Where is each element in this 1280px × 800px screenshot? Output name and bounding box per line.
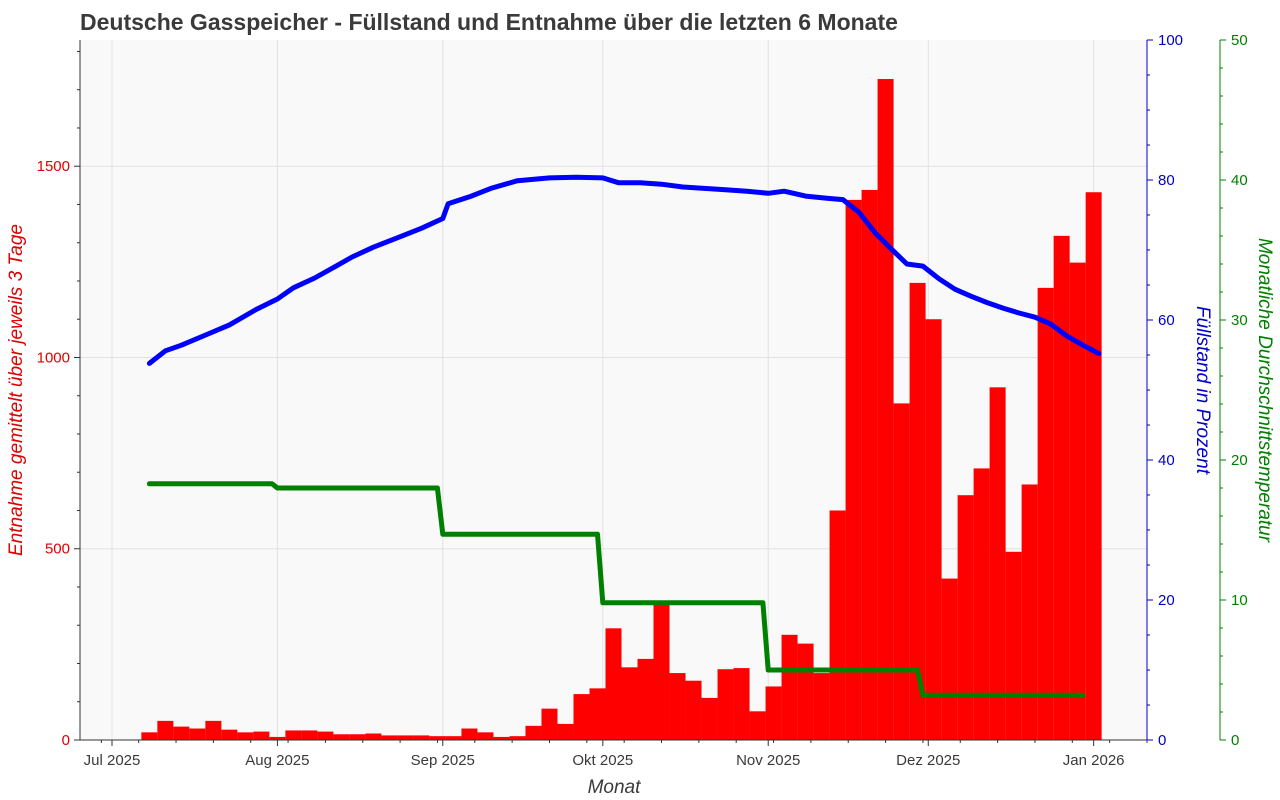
entnahme-bar (749, 711, 766, 740)
entnahme-bar (381, 735, 398, 740)
entnahme-bar (1069, 262, 1086, 740)
x-tick-label: Jan 2026 (1063, 752, 1125, 769)
entnahme-bar (285, 730, 302, 740)
entnahme-bar (957, 495, 974, 740)
entnahme-bar (605, 628, 622, 740)
entnahme-bar (157, 720, 174, 740)
temperatur-line (146, 481, 1086, 698)
left-tick-label: 500 (45, 541, 70, 558)
temperature-axis-label: Monatliche Durchschnittstemperatur (1254, 238, 1275, 543)
entnahme-bar (621, 667, 638, 740)
entnahme-bar (365, 733, 382, 740)
x-tick-label: Aug 2025 (245, 752, 309, 769)
left-axis-label: Entnahme gemittelt über jeweils 3 Tage (6, 224, 27, 556)
x-tick-label: Okt 2025 (572, 752, 633, 769)
entnahme-bar (989, 387, 1006, 740)
entnahme-bar (653, 601, 670, 740)
entnahme-bar (701, 697, 718, 740)
entnahme-bar (141, 732, 158, 740)
left-tick-label: 1500 (37, 158, 70, 175)
entnahme-bar (861, 189, 878, 740)
entnahme-bar (317, 731, 334, 740)
entnahme-bar (845, 199, 862, 740)
left-tick-label: 1000 (37, 349, 70, 366)
entnahme-bar (829, 510, 846, 740)
fill-axis-label: Füllstand in Prozent (1192, 306, 1213, 475)
entnahme-bar (237, 732, 254, 740)
entnahme-bar (717, 669, 734, 740)
entnahme-bar (557, 723, 574, 740)
entnahme-bar (429, 736, 446, 740)
fill-tick-label: 100 (1158, 32, 1183, 49)
entnahme-bar (221, 729, 238, 740)
entnahme-bar (909, 282, 926, 740)
fill-tick-label: 80 (1158, 172, 1175, 189)
entnahme-bar (925, 319, 942, 740)
x-axis-label: Monat (588, 777, 642, 798)
entnahme-bar (637, 658, 654, 740)
temperature-tick-label: 40 (1231, 172, 1248, 189)
temperature-tick-label: 10 (1231, 592, 1248, 609)
entnahme-bar (1021, 484, 1038, 740)
entnahme-bar (477, 732, 494, 740)
entnahme-bar (397, 735, 414, 740)
entnahme-bar (941, 578, 958, 740)
entnahme-bar (461, 728, 478, 740)
entnahme-bar (541, 708, 558, 740)
entnahme-bar (173, 726, 190, 740)
fuellstand-line (146, 174, 1102, 366)
fill-tick-label: 20 (1158, 592, 1175, 609)
entnahme-bar (1005, 551, 1022, 740)
temperature-tick-label: 50 (1231, 32, 1248, 49)
entnahme-bar (1053, 235, 1070, 740)
x-tick-label: Nov 2025 (736, 752, 800, 769)
entnahme-bar (349, 734, 366, 740)
entnahme-bar (1085, 192, 1102, 741)
entnahme-bar (525, 725, 542, 740)
entnahme-bar (205, 720, 222, 740)
entnahme-bar (877, 79, 894, 740)
lines (146, 174, 1102, 698)
x-tick-label: Sep 2025 (411, 752, 475, 769)
entnahme-bar (1037, 287, 1054, 740)
fill-tick-label: 60 (1158, 312, 1175, 329)
entnahme-bars (141, 79, 1102, 741)
left-tick-label: 0 (62, 732, 70, 749)
entnahme-bar (669, 673, 686, 740)
entnahme-bar (813, 673, 830, 740)
entnahme-bar (189, 728, 206, 740)
temperature-tick-label: 0 (1231, 732, 1239, 749)
entnahme-bar (493, 736, 510, 740)
entnahme-bar (253, 731, 270, 740)
entnahme-bar (765, 686, 782, 740)
entnahme-bar (445, 736, 462, 740)
entnahme-bar (301, 730, 318, 740)
entnahme-bar (269, 736, 286, 740)
temperature-tick-label: 20 (1231, 452, 1248, 469)
entnahme-bar (973, 468, 990, 740)
entnahme-bar (685, 680, 702, 740)
entnahme-bar (589, 688, 606, 740)
entnahme-bar (733, 668, 750, 740)
entnahme-bar (333, 734, 350, 740)
entnahme-bar (509, 736, 526, 740)
x-tick-label: Jul 2025 (84, 752, 141, 769)
entnahme-bar (413, 735, 430, 740)
temperature-tick-label: 30 (1231, 312, 1248, 329)
entnahme-bar (781, 634, 798, 740)
fill-tick-label: 40 (1158, 452, 1175, 469)
entnahme-bar (573, 694, 590, 740)
entnahme-bar (797, 643, 814, 740)
x-tick-label: Dez 2025 (896, 752, 960, 769)
entnahme-bar (893, 403, 910, 740)
fill-tick-label: 0 (1158, 732, 1166, 749)
chart-title: Deutsche Gasspeicher - Füllstand und Ent… (80, 9, 898, 35)
